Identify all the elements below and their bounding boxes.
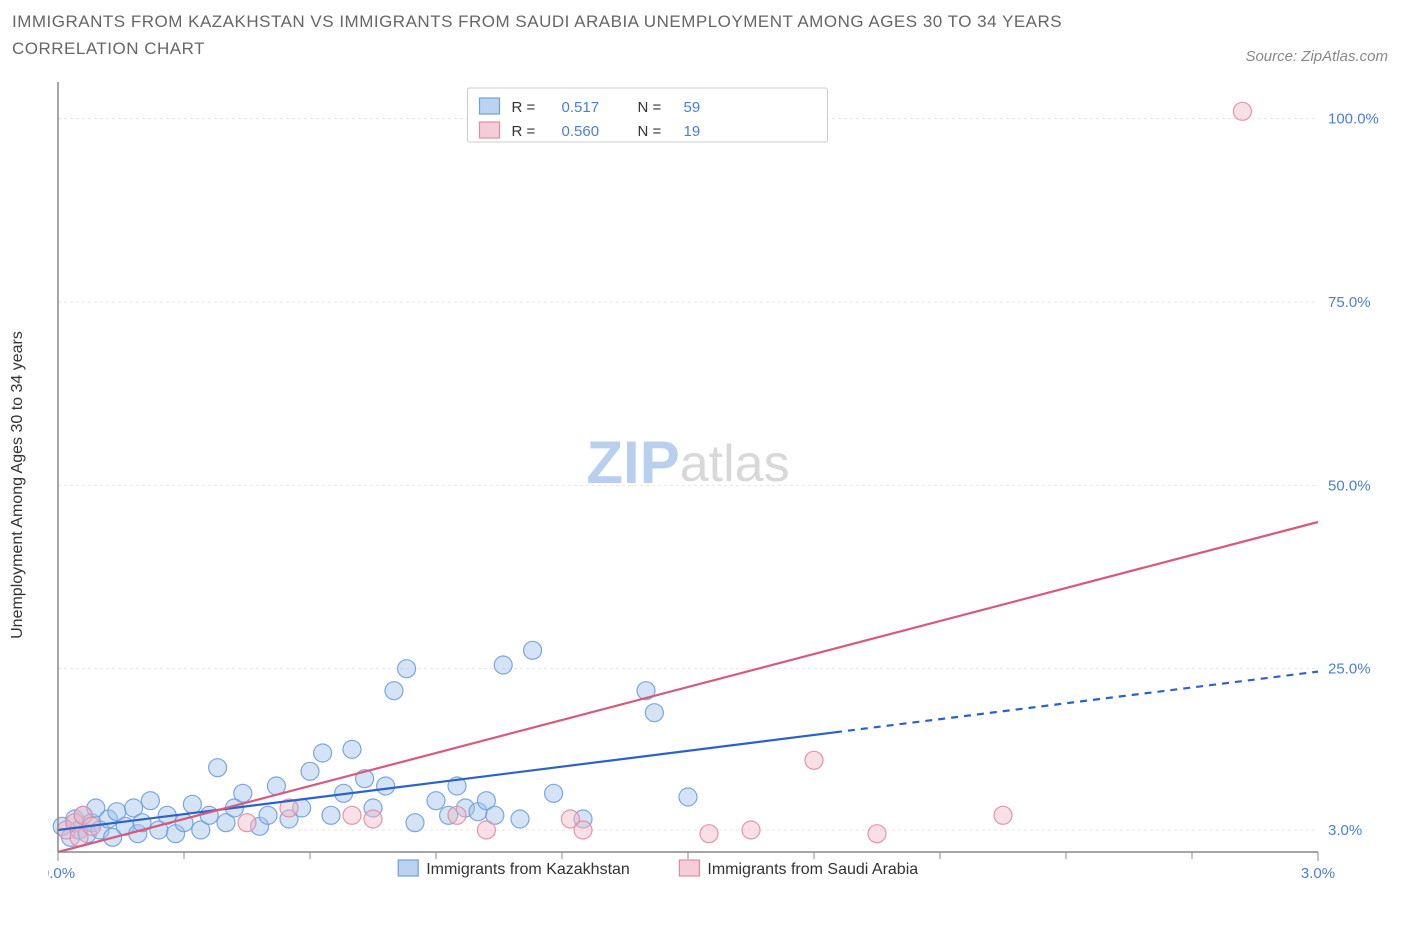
scatter-point — [994, 806, 1012, 824]
bottom-legend-label: Immigrants from Saudi Arabia — [707, 861, 918, 878]
chart-svg: ZIPatlas 3.0% 25.0% 50.0% 75.0% 100.0% 0.0% 3.0… — [48, 80, 1394, 890]
legend-r-value: 0.560 — [562, 123, 600, 140]
x-tick-label: 0.0% — [48, 865, 75, 882]
scatter-point — [314, 744, 332, 762]
legend-n-label: N = — [638, 123, 662, 140]
source-attribution: Source: ZipAtlas.com — [1245, 48, 1388, 65]
scatter-point — [259, 806, 277, 824]
scatter-point — [494, 656, 512, 674]
scatter-point — [406, 814, 424, 832]
scatter-point — [524, 641, 542, 659]
y-tick-label: 75.0% — [1328, 294, 1371, 311]
scatter-point — [183, 795, 201, 813]
scatter-point — [742, 821, 760, 839]
scatter-point — [511, 810, 529, 828]
scatter-point — [141, 792, 159, 810]
scatter-point — [385, 682, 403, 700]
y-tick-label: 25.0% — [1328, 661, 1371, 678]
trend-line-extrapolated — [835, 672, 1318, 733]
scatter-point — [234, 784, 252, 802]
title-line-2: CORRELATION CHART — [12, 35, 1394, 62]
scatter-point — [645, 704, 663, 722]
bottom-legend-label: Immigrants from Kazakhstan — [426, 861, 630, 878]
legend-r-label: R = — [512, 99, 536, 116]
scatter-point — [364, 810, 382, 828]
scatter-point — [868, 825, 886, 843]
x-tick-label: 3.0% — [1301, 865, 1335, 882]
scatter-point — [200, 806, 218, 824]
watermark: ZIPatlas — [586, 429, 789, 496]
scatter-point — [238, 814, 256, 832]
scatter-point — [477, 821, 495, 839]
y-tick-label: 3.0% — [1328, 822, 1362, 839]
legend-r-label: R = — [512, 123, 536, 140]
scatter-point — [343, 740, 361, 758]
scatter-point — [805, 751, 823, 769]
y-tick-label: 50.0% — [1328, 477, 1371, 494]
y-axis-label: Unemployment Among Ages 30 to 34 years — [9, 331, 27, 639]
scatter-point — [574, 821, 592, 839]
chart-header: IMMIGRANTS FROM KAZAKHSTAN VS IMMIGRANTS… — [12, 8, 1394, 62]
scatter-point — [427, 792, 445, 810]
legend-n-value: 59 — [684, 99, 701, 116]
scatter-point — [1233, 102, 1251, 120]
y-tick-label: 100.0% — [1328, 111, 1379, 128]
legend-swatch — [480, 98, 500, 114]
scatter-point — [343, 806, 361, 824]
scatter-point — [301, 762, 319, 780]
legend-swatch — [480, 122, 500, 138]
legend-n-value: 19 — [684, 123, 701, 140]
scatter-point — [377, 777, 395, 795]
scatter-point — [448, 806, 466, 824]
legend-n-label: N = — [638, 99, 662, 116]
title-line-1: IMMIGRANTS FROM KAZAKHSTAN VS IMMIGRANTS… — [12, 8, 1394, 35]
scatter-point — [700, 825, 718, 843]
correlation-scatter-chart: Unemployment Among Ages 30 to 34 years Z… — [48, 80, 1394, 890]
bottom-legend-swatch — [398, 860, 418, 876]
legend-r-value: 0.517 — [562, 99, 600, 116]
scatter-point — [209, 759, 227, 777]
scatter-point — [679, 788, 697, 806]
scatter-point — [545, 784, 563, 802]
bottom-legend-swatch — [679, 860, 699, 876]
scatter-point — [398, 660, 416, 678]
scatter-point — [322, 806, 340, 824]
